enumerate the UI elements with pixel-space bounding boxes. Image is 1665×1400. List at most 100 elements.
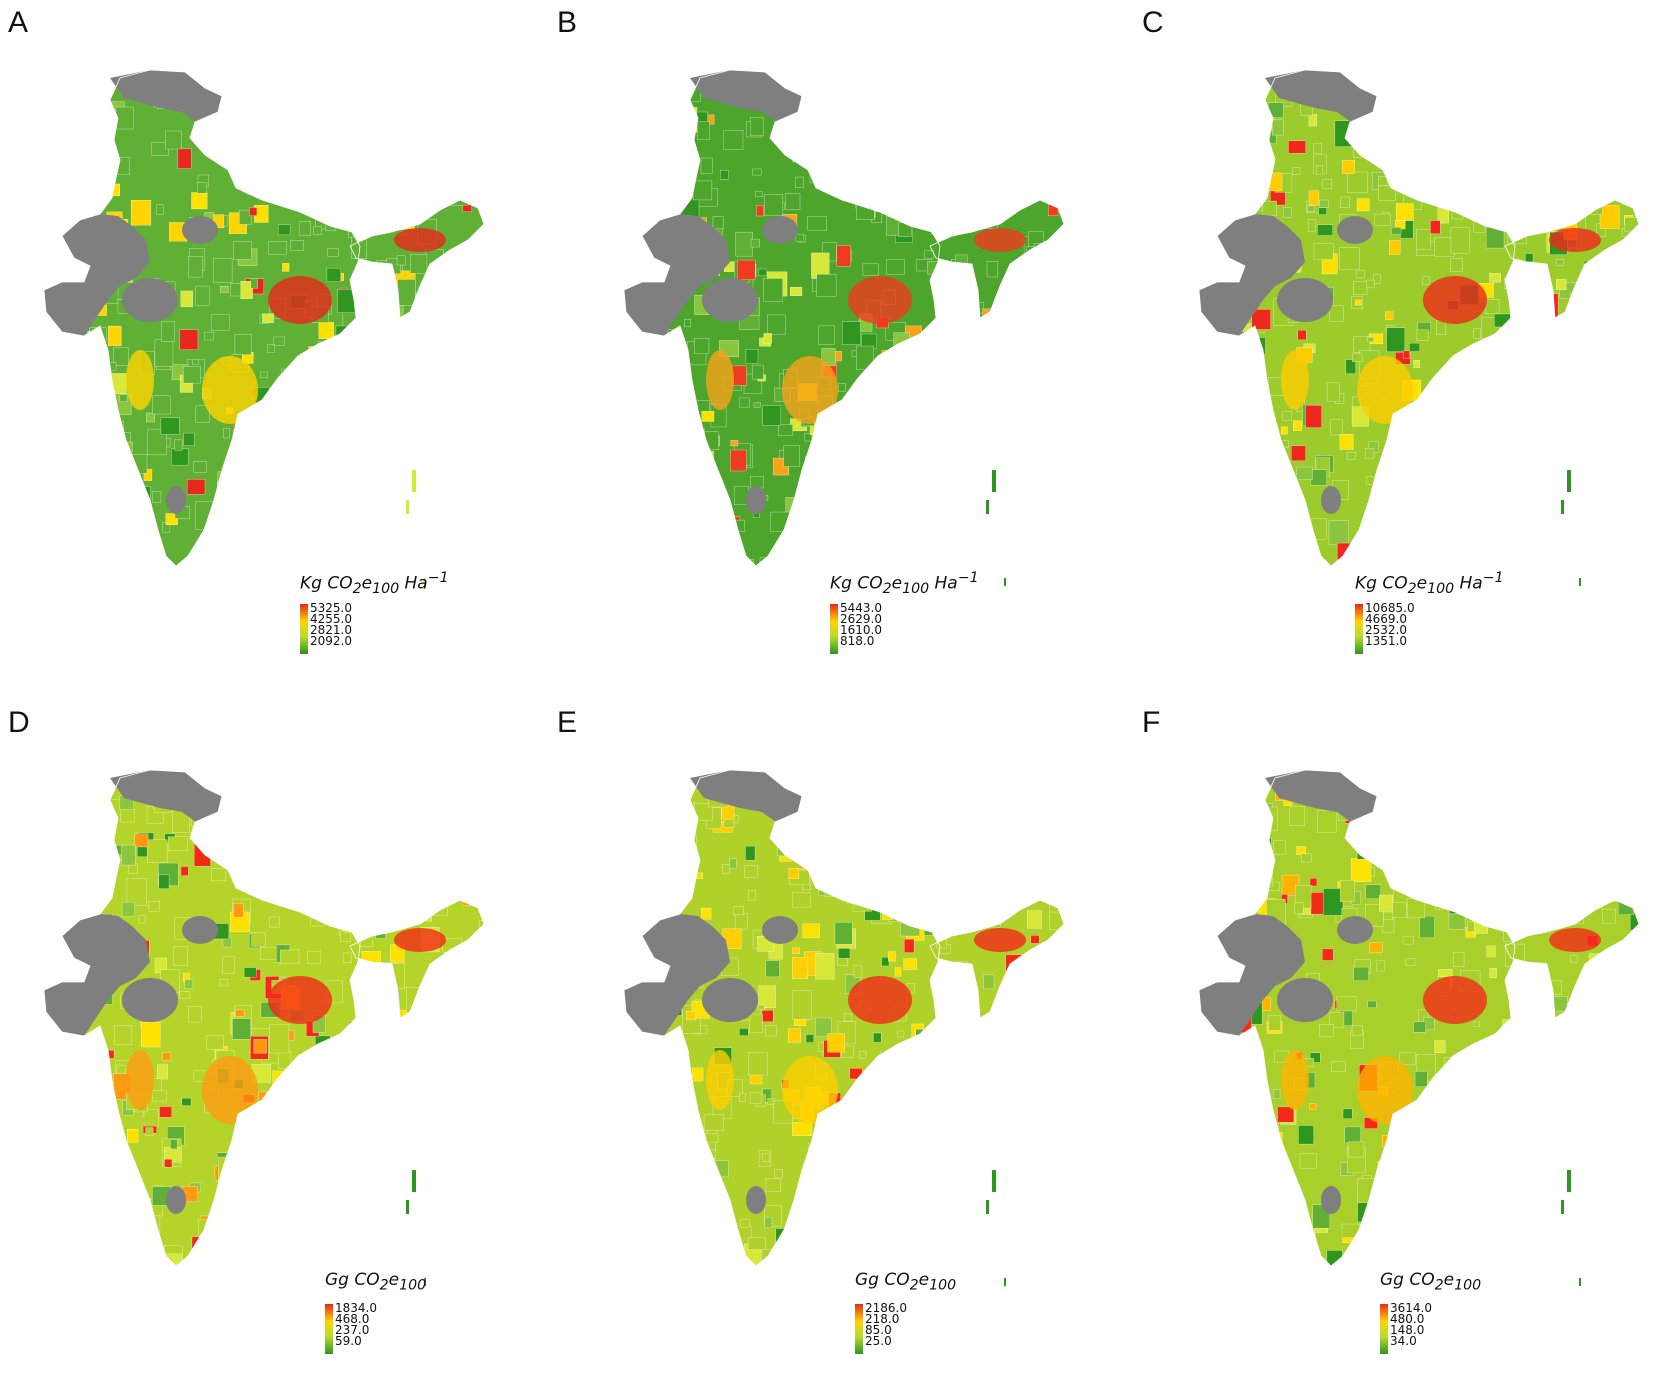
district bbox=[398, 350, 417, 368]
district bbox=[1604, 886, 1622, 902]
district bbox=[1416, 329, 1429, 341]
district bbox=[479, 956, 484, 970]
district bbox=[401, 327, 409, 334]
district bbox=[260, 371, 268, 378]
district bbox=[628, 181, 637, 192]
district bbox=[248, 864, 257, 876]
district bbox=[763, 333, 772, 344]
district bbox=[1376, 960, 1385, 972]
district bbox=[133, 1197, 151, 1213]
district bbox=[302, 1255, 311, 1266]
northeast-region bbox=[930, 900, 1064, 1018]
district bbox=[1235, 851, 1254, 878]
district bbox=[1612, 1210, 1633, 1237]
district bbox=[100, 446, 109, 456]
district bbox=[942, 160, 956, 179]
district bbox=[1448, 1141, 1461, 1156]
district bbox=[1630, 1122, 1639, 1152]
district bbox=[948, 217, 963, 231]
district bbox=[344, 501, 364, 524]
district bbox=[664, 1054, 678, 1065]
district bbox=[986, 98, 1000, 111]
district bbox=[307, 93, 327, 108]
district bbox=[92, 892, 100, 903]
district bbox=[79, 838, 90, 853]
district bbox=[383, 115, 400, 136]
district bbox=[49, 960, 59, 969]
district bbox=[686, 1228, 698, 1245]
district bbox=[646, 1037, 660, 1056]
hotspot-area bbox=[126, 1050, 154, 1110]
district bbox=[908, 478, 920, 490]
district bbox=[144, 1230, 156, 1247]
district bbox=[855, 1242, 874, 1266]
district bbox=[1316, 165, 1323, 175]
district bbox=[1340, 196, 1350, 208]
district bbox=[106, 505, 126, 525]
district bbox=[1052, 1099, 1064, 1114]
district bbox=[444, 1044, 463, 1060]
district bbox=[1213, 1242, 1231, 1266]
district bbox=[1211, 1232, 1220, 1239]
district bbox=[735, 231, 753, 257]
island bbox=[992, 1170, 996, 1192]
panel-letter: B bbox=[557, 6, 578, 39]
district bbox=[290, 784, 306, 800]
district bbox=[426, 145, 442, 160]
district bbox=[1040, 1050, 1049, 1059]
district bbox=[1257, 865, 1272, 884]
district bbox=[802, 923, 820, 939]
district bbox=[1259, 480, 1277, 494]
panel-letter: F bbox=[1142, 706, 1161, 739]
district bbox=[1454, 383, 1473, 404]
district bbox=[673, 1134, 686, 1148]
district bbox=[1598, 438, 1617, 458]
district bbox=[734, 913, 748, 930]
district bbox=[1472, 1246, 1480, 1256]
district bbox=[665, 788, 677, 797]
district bbox=[291, 884, 304, 902]
district bbox=[1440, 860, 1449, 872]
district bbox=[403, 402, 417, 418]
district bbox=[1356, 198, 1370, 212]
district bbox=[1282, 411, 1293, 421]
district bbox=[1593, 450, 1600, 460]
district bbox=[1442, 1074, 1460, 1094]
district bbox=[959, 847, 977, 870]
district bbox=[1204, 1086, 1220, 1103]
district bbox=[115, 106, 134, 130]
district bbox=[920, 842, 933, 859]
district bbox=[1601, 1004, 1620, 1031]
unit-tail: Ha bbox=[929, 573, 958, 594]
district bbox=[1318, 207, 1327, 215]
district bbox=[366, 265, 374, 271]
district bbox=[933, 502, 949, 525]
unit-mid: e bbox=[388, 1270, 400, 1290]
district bbox=[255, 484, 277, 500]
unit-sup: −1 bbox=[427, 570, 449, 586]
district bbox=[1387, 157, 1395, 164]
district bbox=[884, 102, 894, 109]
district bbox=[1210, 166, 1219, 177]
district bbox=[942, 397, 960, 423]
legend-tick: 3614.0 bbox=[1390, 1301, 1432, 1315]
district bbox=[164, 1158, 173, 1168]
district bbox=[853, 965, 863, 978]
district bbox=[1254, 463, 1264, 473]
district bbox=[158, 874, 170, 889]
district bbox=[997, 1039, 1010, 1051]
district bbox=[1627, 989, 1639, 1012]
hotspot-area bbox=[268, 976, 332, 1024]
district bbox=[160, 417, 180, 435]
district bbox=[1012, 1211, 1026, 1228]
district bbox=[627, 243, 637, 258]
district bbox=[346, 1250, 354, 1260]
no-data-district bbox=[182, 916, 218, 944]
district bbox=[64, 162, 79, 182]
district bbox=[422, 1182, 438, 1203]
district bbox=[485, 1205, 493, 1215]
district bbox=[435, 542, 449, 560]
district bbox=[748, 889, 756, 901]
district bbox=[951, 1203, 972, 1228]
district bbox=[431, 989, 442, 1001]
